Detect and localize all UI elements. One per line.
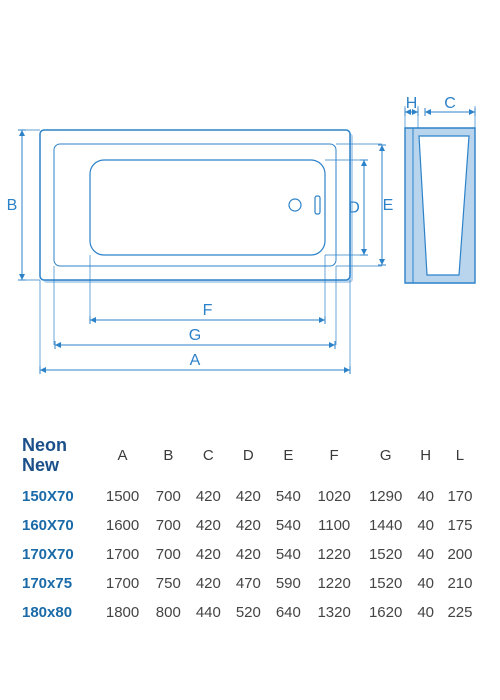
value-cell: 40 bbox=[411, 598, 440, 627]
size-cell: 160X70 bbox=[20, 511, 97, 540]
value-cell: 1520 bbox=[360, 540, 412, 569]
value-cell: 1700 bbox=[97, 569, 149, 598]
table-row: 160X7016007004204205401100144040175 bbox=[20, 511, 480, 540]
value-cell: 590 bbox=[268, 569, 308, 598]
dimensions-table: NeonNew A B C D E F G H L 150X7015007004… bbox=[20, 430, 480, 627]
svg-text:F: F bbox=[203, 302, 213, 319]
value-cell: 1020 bbox=[308, 482, 360, 511]
svg-text:G: G bbox=[189, 327, 201, 344]
col-F: F bbox=[308, 430, 360, 482]
value-cell: 210 bbox=[440, 569, 480, 598]
col-B: B bbox=[148, 430, 188, 482]
svg-text:C: C bbox=[444, 95, 456, 112]
value-cell: 1620 bbox=[360, 598, 412, 627]
value-cell: 470 bbox=[228, 569, 268, 598]
table-row: 150X7015007004204205401020129040170 bbox=[20, 482, 480, 511]
value-cell: 540 bbox=[268, 540, 308, 569]
table-row: 180x8018008004405206401320162040225 bbox=[20, 598, 480, 627]
value-cell: 1520 bbox=[360, 569, 412, 598]
svg-text:E: E bbox=[383, 197, 394, 214]
value-cell: 170 bbox=[440, 482, 480, 511]
value-cell: 540 bbox=[268, 511, 308, 540]
value-cell: 420 bbox=[188, 540, 228, 569]
value-cell: 175 bbox=[440, 511, 480, 540]
value-cell: 1290 bbox=[360, 482, 412, 511]
value-cell: 700 bbox=[148, 482, 188, 511]
table-row: 170x7517007504204705901220152040210 bbox=[20, 569, 480, 598]
value-cell: 420 bbox=[228, 540, 268, 569]
value-cell: 420 bbox=[188, 511, 228, 540]
value-cell: 40 bbox=[411, 569, 440, 598]
value-cell: 1600 bbox=[97, 511, 149, 540]
value-cell: 1320 bbox=[308, 598, 360, 627]
value-cell: 40 bbox=[411, 511, 440, 540]
col-D: D bbox=[228, 430, 268, 482]
col-A: A bbox=[97, 430, 149, 482]
value-cell: 1220 bbox=[308, 540, 360, 569]
value-cell: 1700 bbox=[97, 540, 149, 569]
value-cell: 1800 bbox=[97, 598, 149, 627]
col-C: C bbox=[188, 430, 228, 482]
svg-text:H: H bbox=[406, 95, 418, 112]
value-cell: 520 bbox=[228, 598, 268, 627]
value-cell: 225 bbox=[440, 598, 480, 627]
table-row: 170X7017007004204205401220152040200 bbox=[20, 540, 480, 569]
value-cell: 1440 bbox=[360, 511, 412, 540]
value-cell: 420 bbox=[188, 569, 228, 598]
col-G: G bbox=[360, 430, 412, 482]
value-cell: 1500 bbox=[97, 482, 149, 511]
value-cell: 420 bbox=[188, 482, 228, 511]
size-cell: 180x80 bbox=[20, 598, 97, 627]
table-header-row: NeonNew A B C D E F G H L bbox=[20, 430, 480, 482]
size-cell: 150X70 bbox=[20, 482, 97, 511]
col-E: E bbox=[268, 430, 308, 482]
value-cell: 700 bbox=[148, 540, 188, 569]
value-cell: 1220 bbox=[308, 569, 360, 598]
size-cell: 170x75 bbox=[20, 569, 97, 598]
size-cell: 170X70 bbox=[20, 540, 97, 569]
value-cell: 540 bbox=[268, 482, 308, 511]
value-cell: 420 bbox=[228, 511, 268, 540]
col-L: L bbox=[440, 430, 480, 482]
value-cell: 750 bbox=[148, 569, 188, 598]
value-cell: 420 bbox=[228, 482, 268, 511]
value-cell: 800 bbox=[148, 598, 188, 627]
svg-text:D: D bbox=[348, 200, 360, 217]
value-cell: 200 bbox=[440, 540, 480, 569]
product-title: NeonNew bbox=[20, 430, 97, 482]
value-cell: 700 bbox=[148, 511, 188, 540]
svg-text:B: B bbox=[7, 197, 18, 214]
col-H: H bbox=[411, 430, 440, 482]
value-cell: 440 bbox=[188, 598, 228, 627]
value-cell: 40 bbox=[411, 482, 440, 511]
value-cell: 40 bbox=[411, 540, 440, 569]
value-cell: 640 bbox=[268, 598, 308, 627]
svg-text:A: A bbox=[190, 352, 201, 369]
value-cell: 1100 bbox=[308, 511, 360, 540]
